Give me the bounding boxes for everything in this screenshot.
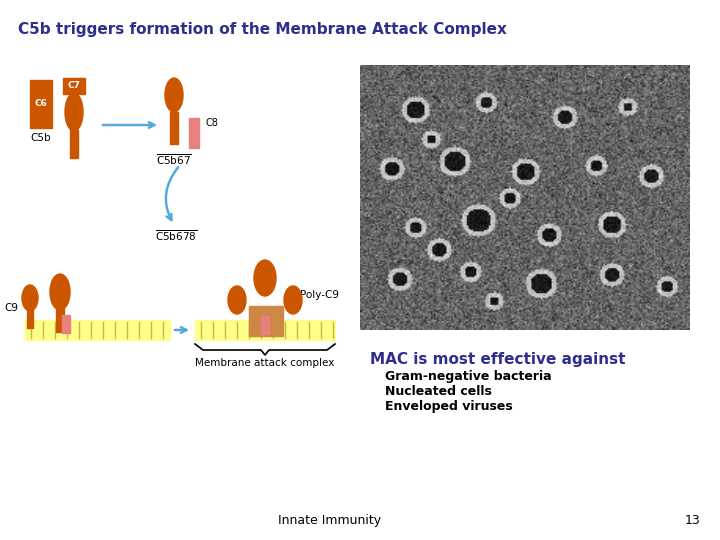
Bar <box>25 320 170 340</box>
Bar <box>70 130 78 158</box>
Bar <box>279 306 283 336</box>
Bar <box>274 306 278 336</box>
Bar <box>195 320 335 340</box>
Text: Membrane attack complex: Membrane attack complex <box>195 358 335 368</box>
Ellipse shape <box>65 93 83 131</box>
Text: C8: C8 <box>205 118 218 128</box>
Bar <box>249 306 281 336</box>
Text: MAC is most effective against: MAC is most effective against <box>370 352 626 367</box>
Text: C5b triggers formation of the Membrane Attack Complex: C5b triggers formation of the Membrane A… <box>18 22 507 37</box>
Bar <box>63 78 85 94</box>
Ellipse shape <box>228 286 246 314</box>
Text: C7: C7 <box>68 82 81 91</box>
Text: 13: 13 <box>684 514 700 527</box>
Bar <box>261 316 269 334</box>
Text: Gram-negative bacteria: Gram-negative bacteria <box>385 370 552 383</box>
Bar <box>254 306 258 336</box>
Text: Nucleated cells: Nucleated cells <box>385 385 492 398</box>
Ellipse shape <box>165 78 183 112</box>
Bar <box>56 308 64 332</box>
Text: $\overline{\mathrm{C5b678}}$: $\overline{\mathrm{C5b678}}$ <box>155 228 197 242</box>
Text: Enveloped viruses: Enveloped viruses <box>385 400 513 413</box>
Bar <box>269 306 273 336</box>
Ellipse shape <box>284 286 302 314</box>
Text: Poly-C9: Poly-C9 <box>300 290 339 300</box>
Text: C9: C9 <box>4 303 18 313</box>
Text: C6: C6 <box>35 99 48 109</box>
Bar <box>259 306 263 336</box>
Bar <box>30 80 52 128</box>
Bar <box>27 310 33 328</box>
Bar <box>189 118 199 148</box>
Bar <box>264 306 268 336</box>
Ellipse shape <box>22 285 38 311</box>
Text: C5b: C5b <box>31 133 51 143</box>
Ellipse shape <box>254 260 276 296</box>
Text: Innate Immunity: Innate Immunity <box>279 514 382 527</box>
Bar <box>62 315 70 333</box>
Bar <box>249 306 253 336</box>
Bar <box>170 112 178 144</box>
Ellipse shape <box>50 274 70 310</box>
Text: $\overline{\mathrm{C5b67}}$: $\overline{\mathrm{C5b67}}$ <box>156 152 192 167</box>
